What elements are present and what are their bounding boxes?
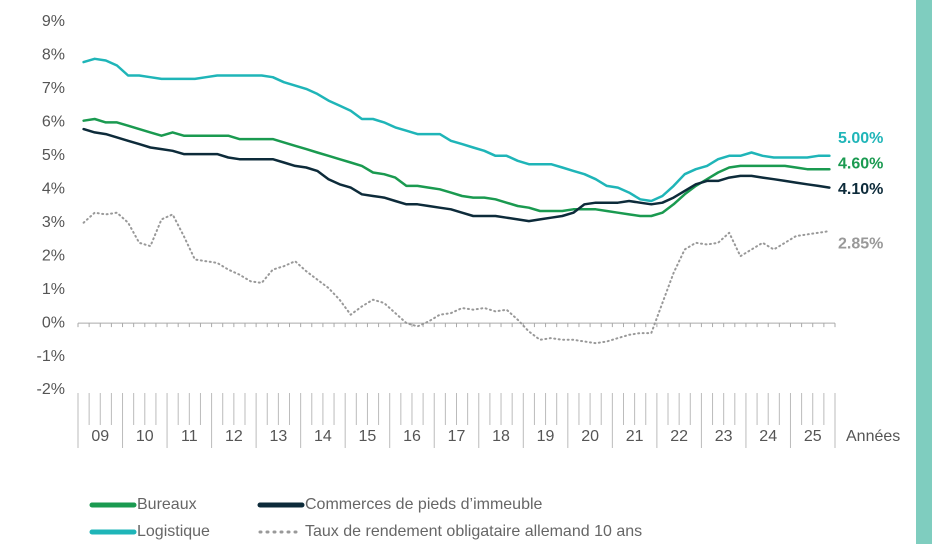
x-tick-label: 11 (181, 428, 198, 445)
x-tick-label: 13 (269, 428, 287, 445)
x-tick-label: 14 (314, 428, 332, 445)
x-tick-label: 25 (804, 428, 822, 445)
y-tick-label: 3% (42, 214, 65, 231)
y-tick-label: 7% (42, 80, 65, 97)
x-tick-label: 20 (581, 428, 599, 445)
x-tick-label: 18 (492, 428, 510, 445)
x-tick-label: 09 (91, 428, 109, 445)
x-axis-label: Années (846, 428, 900, 445)
side-bar (916, 0, 932, 544)
end-label: 5.00% (838, 130, 883, 147)
series-line (82, 117, 831, 218)
x-tick-label: 16 (403, 428, 421, 445)
legend-label: Commerces de pieds d’immeuble (305, 496, 543, 513)
y-tick-label: 4% (42, 180, 65, 197)
y-tick-label: 9% (42, 13, 65, 30)
x-tick-label: 23 (715, 428, 733, 445)
y-tick-label: 8% (42, 47, 65, 64)
legend-label: Taux de rendement obligataire allemand 1… (305, 523, 642, 540)
series-line (82, 127, 831, 223)
y-tick-label: -2% (37, 381, 65, 398)
x-tick-label: 19 (537, 428, 555, 445)
end-label: 4.10% (838, 181, 883, 198)
legend-label: Bureaux (137, 496, 197, 513)
x-tick-label: 10 (136, 428, 154, 445)
x-tick-label: 15 (359, 428, 377, 445)
x-tick-label: 12 (225, 428, 243, 445)
x-tick-label: 21 (626, 428, 644, 445)
y-tick-label: 0% (42, 314, 65, 331)
y-tick-label: 6% (42, 114, 65, 131)
end-label: 2.85% (838, 235, 883, 252)
x-tick-label: 24 (759, 428, 777, 445)
y-tick-label: 5% (42, 147, 65, 164)
legend-label: Logistique (137, 523, 210, 540)
x-tick-label: 17 (448, 428, 466, 445)
y-tick-label: 2% (42, 247, 65, 264)
series-line (82, 211, 831, 345)
y-tick-label: 1% (42, 281, 65, 298)
y-tick-label: -1% (37, 348, 65, 365)
series-line (82, 57, 831, 203)
end-label: 4.60% (838, 155, 883, 172)
x-tick-label: 22 (670, 428, 688, 445)
